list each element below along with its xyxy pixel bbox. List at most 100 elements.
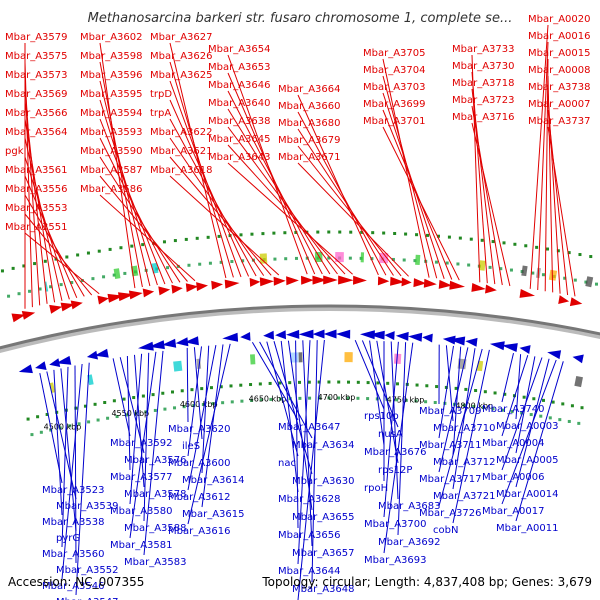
gene-label[interactable]: Mbar_A3634 xyxy=(292,440,355,451)
reverse-gene-arrow[interactable] xyxy=(49,358,61,367)
gene-label[interactable]: Mbar_A3577 xyxy=(110,472,173,483)
forward-gene-arrow[interactable] xyxy=(438,279,452,289)
gene-label[interactable]: Mbar_A0007 xyxy=(528,99,591,110)
reverse-gene-arrow[interactable] xyxy=(286,329,300,339)
gene-label[interactable]: Mbar_A3676 xyxy=(364,447,427,458)
gene-label[interactable]: trpD xyxy=(150,89,172,100)
forward-gene-arrow[interactable] xyxy=(11,313,26,323)
gene-label[interactable]: pgk xyxy=(5,146,24,157)
forward-gene-arrow[interactable] xyxy=(21,311,36,320)
reverse-gene-arrow[interactable] xyxy=(408,332,423,342)
gene-label[interactable]: Mbar_A3703 xyxy=(363,82,426,93)
gene-label[interactable]: Mbar_A3640 xyxy=(208,98,271,109)
gene-label[interactable]: Mbar_A3564 xyxy=(5,127,68,138)
gene-label[interactable]: Mbar_A0008 xyxy=(528,65,591,76)
reverse-gene-arrow[interactable] xyxy=(56,355,72,365)
gene-label[interactable]: Mbar_A3538 xyxy=(42,517,105,528)
gene-label[interactable]: Mbar_A3700 xyxy=(364,519,427,530)
gene-label[interactable]: Mbar_A3646 xyxy=(208,80,271,91)
reverse-gene-arrow[interactable] xyxy=(162,338,177,348)
gene-label[interactable]: Mbar_A3561 xyxy=(5,165,68,176)
gene-label[interactable]: Mbar_A3738 xyxy=(528,82,591,93)
gene-label[interactable]: Mbar_A3552 xyxy=(56,565,119,576)
forward-gene-arrow[interactable] xyxy=(286,276,299,286)
forward-gene-arrow[interactable] xyxy=(377,276,390,286)
gene-label[interactable]: Mbar_A3718 xyxy=(452,78,515,89)
reverse-gene-arrow[interactable] xyxy=(519,345,531,354)
gene-label[interactable]: Mbar_A3679 xyxy=(278,135,341,146)
gene-label[interactable]: Mbar_A0020 xyxy=(528,14,591,25)
reverse-gene-arrow[interactable] xyxy=(94,348,109,358)
gene-label[interactable]: Mbar_A3740 xyxy=(482,404,545,415)
gene-label[interactable]: Mbar_A3622 xyxy=(150,127,213,138)
gene-label[interactable]: Mbar_A3588 xyxy=(124,523,187,534)
reverse-gene-arrow[interactable] xyxy=(138,341,154,351)
gene-label[interactable]: Mbar_A3701 xyxy=(363,116,426,127)
gene-label[interactable]: Mbar_A3680 xyxy=(278,118,341,129)
forward-gene-arrow[interactable] xyxy=(185,283,199,293)
gene-label[interactable]: Mbar_A3546 xyxy=(42,581,105,592)
reverse-gene-arrow[interactable] xyxy=(442,335,456,345)
gene-label[interactable]: Mbar_A3575 xyxy=(5,51,68,62)
gene-label[interactable]: Mbar_A3626 xyxy=(150,51,213,62)
gene-label[interactable]: Mbar_A3664 xyxy=(278,84,341,95)
gene-label[interactable]: Mbar_A3583 xyxy=(124,557,187,568)
gene-label[interactable]: Mbar_A3580 xyxy=(110,506,173,517)
forward-gene-arrow[interactable] xyxy=(569,297,583,307)
reverse-gene-arrow[interactable] xyxy=(572,354,584,364)
gene-label[interactable]: Mbar_A3693 xyxy=(364,555,427,566)
gene-label[interactable]: Mbar_A3602 xyxy=(80,32,143,43)
gene-label[interactable]: Mbar_A3560 xyxy=(42,549,105,560)
forward-gene-arrow[interactable] xyxy=(519,289,536,298)
reverse-gene-arrow[interactable] xyxy=(18,364,33,374)
reverse-gene-arrow[interactable] xyxy=(448,336,466,346)
gene-label[interactable]: Mbar_A3660 xyxy=(278,101,341,112)
gene-label[interactable]: Mbar_A3644 xyxy=(278,566,341,577)
gene-label[interactable]: Mbar_A3539 xyxy=(56,501,119,512)
gene-label[interactable]: Mbar_A3621 xyxy=(150,146,213,157)
gene-label[interactable]: Mbar_A3595 xyxy=(80,89,143,100)
gene-label[interactable]: Mbar_A3630 xyxy=(292,476,355,487)
forward-gene-arrow[interactable] xyxy=(211,280,223,290)
forward-gene-arrow[interactable] xyxy=(196,282,208,292)
gene-label[interactable]: ileS xyxy=(182,441,200,452)
gene-label[interactable]: Mbar_A3566 xyxy=(5,108,68,119)
gene-label[interactable]: Mbar_A3716 xyxy=(452,112,515,123)
forward-gene-arrow[interactable] xyxy=(471,283,486,292)
forward-gene-arrow[interactable] xyxy=(70,300,83,310)
reverse-gene-arrow[interactable] xyxy=(312,329,325,339)
forward-gene-arrow[interactable] xyxy=(558,295,570,304)
gene-label[interactable]: Mbar_A0011 xyxy=(496,523,559,534)
gene-label[interactable]: Mbar_A3726 xyxy=(419,508,482,519)
gene-label[interactable]: Mbar_A3593 xyxy=(80,127,143,138)
reverse-gene-arrow[interactable] xyxy=(489,341,505,351)
reverse-gene-arrow[interactable] xyxy=(148,340,165,350)
gene-label[interactable]: Mbar_A3645 xyxy=(208,134,271,145)
forward-gene-arrow[interactable] xyxy=(312,275,327,285)
reverse-gene-arrow[interactable] xyxy=(298,329,314,339)
gene-label[interactable]: Mbar_A3692 xyxy=(378,537,441,548)
gene-label[interactable]: Mbar_A3616 xyxy=(168,526,231,537)
gene-label[interactable]: cobN xyxy=(433,525,458,536)
reverse-gene-arrow[interactable] xyxy=(335,329,351,339)
forward-gene-arrow[interactable] xyxy=(485,284,497,294)
forward-gene-arrow[interactable] xyxy=(259,277,275,287)
gene-label[interactable]: Mbar_A3579 xyxy=(5,32,68,43)
gene-label[interactable]: Mbar_A3551 xyxy=(5,222,68,233)
gene-label[interactable]: Mbar_A3615 xyxy=(182,509,245,520)
forward-gene-arrow[interactable] xyxy=(60,302,76,312)
gene-label[interactable]: Mbar_A3730 xyxy=(452,61,515,72)
gene-label[interactable]: Mbar_A0014 xyxy=(496,489,559,500)
gene-label[interactable]: Mbar_A3721 xyxy=(433,491,496,502)
gene-label[interactable]: Mbar_A3709 xyxy=(419,406,482,417)
gene-label[interactable]: nac xyxy=(278,458,296,469)
gene-label[interactable]: Mbar_A3628 xyxy=(278,494,341,505)
gene-label[interactable]: Mbar_A3569 xyxy=(5,89,68,100)
reverse-gene-arrow[interactable] xyxy=(422,333,433,343)
gene-label[interactable]: Mbar_A3723 xyxy=(452,95,515,106)
gene-label[interactable]: Mbar_A3717 xyxy=(419,474,482,485)
gene-label[interactable]: Mbar_A3598 xyxy=(80,51,143,62)
gene-label[interactable]: Mbar_A0017 xyxy=(482,506,545,517)
gene-label[interactable]: rps10p xyxy=(364,411,399,422)
forward-gene-arrow[interactable] xyxy=(301,275,314,285)
